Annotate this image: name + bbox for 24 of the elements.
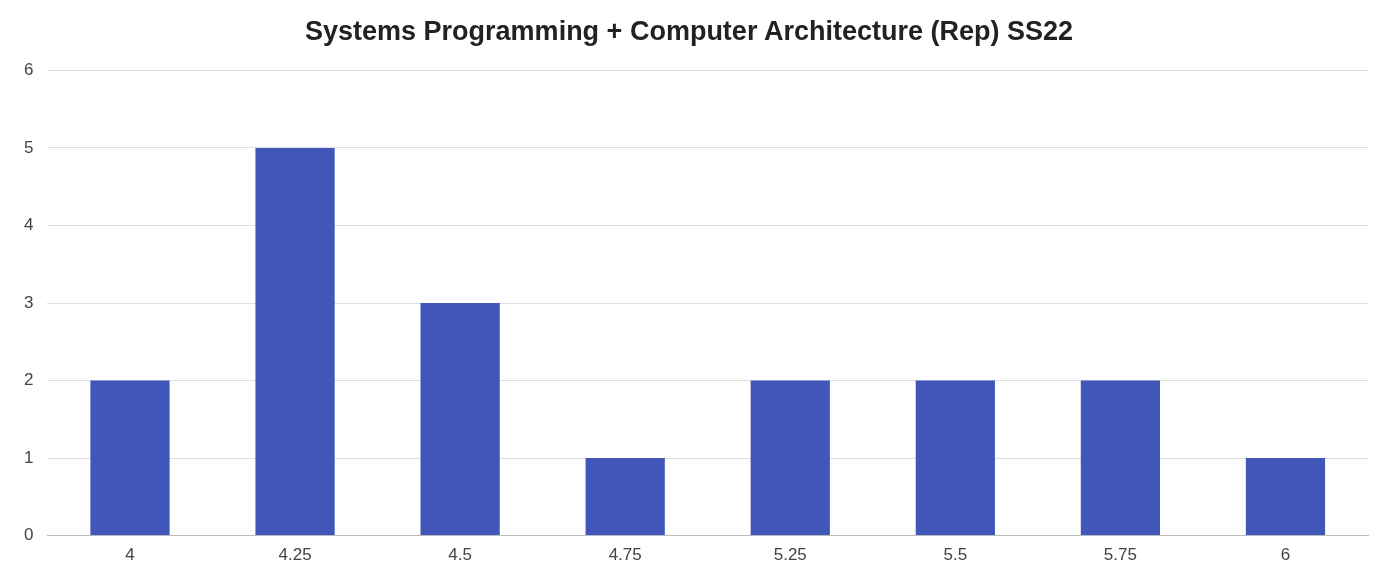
x-tick-label: 5.25 bbox=[773, 545, 807, 565]
y-tick-label: 0 bbox=[23, 525, 34, 545]
x-tick-label: 4.75 bbox=[608, 545, 642, 565]
bar bbox=[1080, 380, 1161, 536]
bar bbox=[585, 458, 665, 536]
y-tick-label: 5 bbox=[23, 137, 34, 157]
bar bbox=[750, 380, 830, 536]
x-tick-label: 5.5 bbox=[943, 545, 968, 565]
bar bbox=[1245, 458, 1326, 536]
x-tick-label: 5.75 bbox=[1103, 545, 1137, 565]
y-tick-label: 1 bbox=[23, 447, 34, 467]
x-tick-label: 6 bbox=[1280, 545, 1291, 565]
x-tick-label: 4.25 bbox=[278, 545, 312, 565]
y-tick-label: 2 bbox=[23, 370, 34, 390]
x-tick-label: 4.5 bbox=[448, 545, 472, 565]
bar bbox=[255, 147, 335, 536]
bar bbox=[915, 380, 995, 536]
bar bbox=[90, 380, 170, 536]
y-tick-label: 3 bbox=[23, 292, 34, 312]
y-tick-label: 6 bbox=[23, 60, 34, 80]
chart-title: Systems Programming + Computer Architecture (Rep) SS22 bbox=[305, 15, 1073, 46]
x-tick-label: 4 bbox=[125, 545, 135, 565]
bar bbox=[420, 303, 500, 536]
y-tick-label: 4 bbox=[23, 215, 34, 235]
